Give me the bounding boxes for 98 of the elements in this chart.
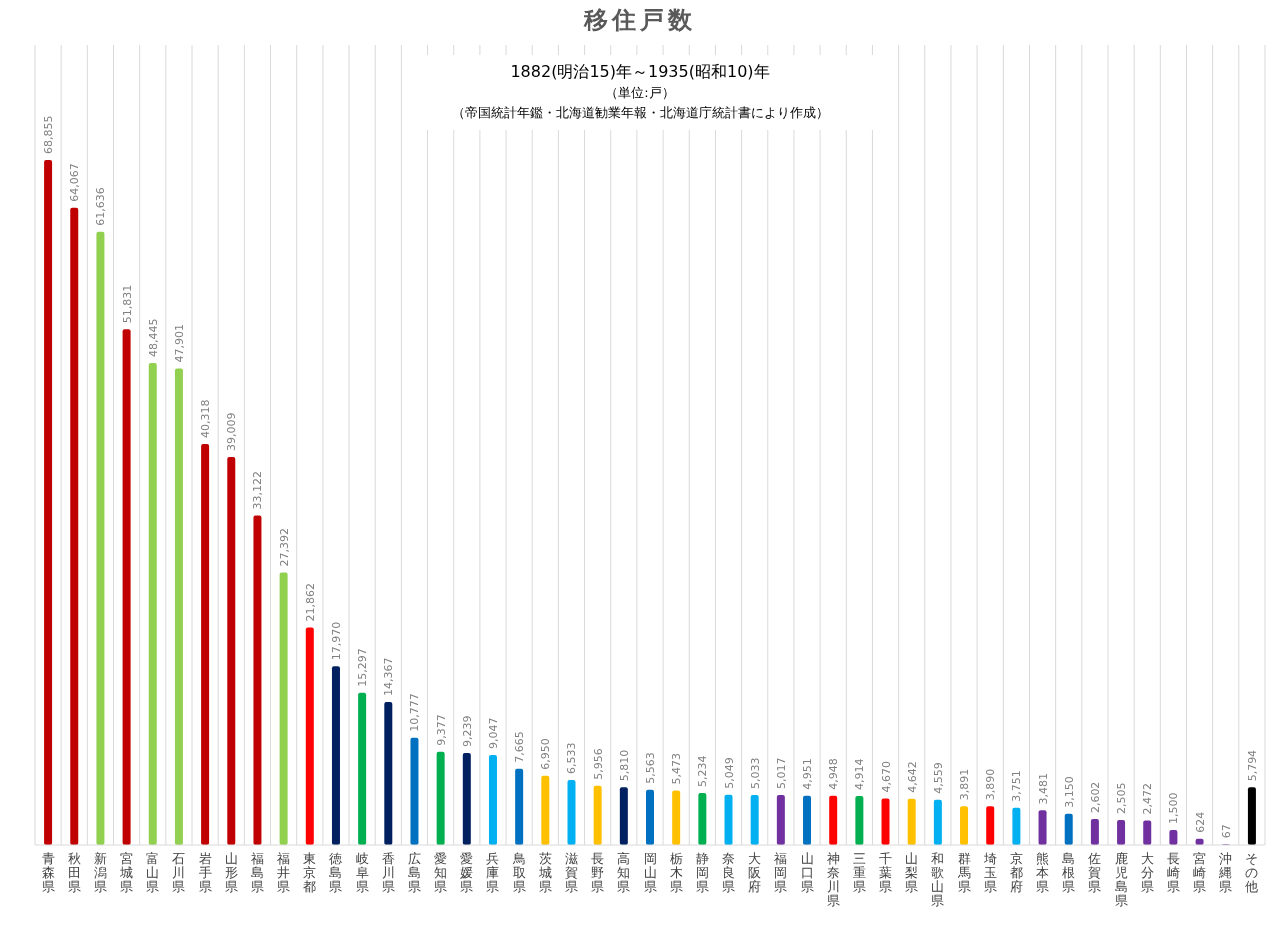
text: （帝国統計年鑑・北海道勧業年報・北海道庁統計書により作成） <box>451 105 829 120</box>
x-tick-label: 栃木県 <box>669 851 683 894</box>
data-label: 61,636 <box>94 187 108 226</box>
data-label: 9,239 <box>460 715 474 748</box>
x-tick-label: 宮崎県 <box>1193 851 1207 894</box>
x-tick-label: 兵庫県 <box>486 851 500 894</box>
x-tick-label: 和歌山県 <box>931 851 945 908</box>
x-tick-label: 青森県 <box>41 851 55 894</box>
data-label: 5,810 <box>617 749 631 782</box>
data-label: 1,500 <box>1167 792 1181 825</box>
data-label: 4,948 <box>827 758 841 790</box>
data-label: 3,150 <box>1062 776 1076 808</box>
x-tick-label: その他 <box>1245 851 1259 894</box>
x-tick-label: 高知県 <box>617 851 631 894</box>
x-tick-label: 沖縄県 <box>1218 851 1233 894</box>
x-tick-label: 奈良県 <box>722 851 736 894</box>
x-tick-label: 熊本県 <box>1036 851 1050 894</box>
data-label: 5,033 <box>748 757 762 789</box>
x-tick-label: 長崎県 <box>1166 851 1180 894</box>
data-label: 68,855 <box>42 115 56 154</box>
x-tick-label: 長野県 <box>591 851 605 894</box>
data-label: 17,970 <box>329 621 343 661</box>
data-label: 2,505 <box>1115 782 1129 815</box>
x-tick-label: 東京都 <box>303 851 317 894</box>
data-label: 10,777 <box>408 693 422 732</box>
data-label: 47,901 <box>172 323 186 363</box>
data-label: 4,642 <box>905 761 919 793</box>
x-tick-label: 三重県 <box>852 851 866 894</box>
x-tick-label: 埼玉県 <box>982 851 997 894</box>
x-tick-label: 滋賀県 <box>564 851 578 894</box>
data-label: 624 <box>1193 811 1207 833</box>
x-tick-label: 鳥取県 <box>511 851 526 894</box>
data-label: 40,318 <box>199 399 213 438</box>
data-label: 21,862 <box>303 583 317 622</box>
x-tick-label: 大分県 <box>1140 851 1154 894</box>
data-label: 51,831 <box>120 284 134 324</box>
x-tick-label: 佐賀県 <box>1088 851 1102 894</box>
x-tick-label: 福岡県 <box>774 851 788 894</box>
data-label: 6,533 <box>565 742 579 775</box>
x-tick-label: 石川県 <box>172 851 186 894</box>
data-label: 5,234 <box>696 755 710 787</box>
x-tick-label: 徳島県 <box>329 851 343 894</box>
x-tick-label: 茨城県 <box>537 851 552 894</box>
data-label: 3,891 <box>958 768 972 801</box>
data-label: 2,602 <box>1088 781 1102 814</box>
x-tick-label: 神奈川県 <box>826 851 840 908</box>
x-tick-label: 岩手県 <box>198 851 212 894</box>
x-tick-label: 福島県 <box>250 851 264 894</box>
data-label: 9,377 <box>434 714 448 746</box>
data-label: 15,297 <box>356 648 370 687</box>
x-tick-label: 山梨県 <box>905 851 919 894</box>
x-tick-label: 岡山県 <box>643 851 657 894</box>
text: （単位:戸） <box>605 85 675 100</box>
data-label: 2,472 <box>1141 782 1155 815</box>
data-label: 4,670 <box>879 761 893 793</box>
data-label: 3,890 <box>984 768 998 801</box>
data-label: 5,956 <box>591 748 605 780</box>
x-tick-label: 岐阜県 <box>355 851 369 894</box>
data-label: 4,914 <box>853 758 867 791</box>
data-label: 4,559 <box>931 762 945 794</box>
data-label: 67 <box>1219 824 1233 839</box>
x-tick-label: 島根県 <box>1062 851 1076 894</box>
data-label: 5,473 <box>670 753 684 785</box>
x-tick-label: 静岡県 <box>695 851 709 894</box>
data-label: 27,392 <box>277 527 291 567</box>
x-tick-label: 鹿児島県 <box>1114 851 1128 908</box>
data-label: 48,445 <box>146 318 160 358</box>
data-label: 9,047 <box>486 717 500 749</box>
x-tick-label: 愛知県 <box>434 851 448 894</box>
x-tick-label: 福井県 <box>277 851 291 894</box>
data-label: 3,751 <box>1010 770 1024 802</box>
x-tick-label: 香川県 <box>381 851 395 894</box>
x-tick-label: 秋田県 <box>67 851 81 894</box>
data-label: 33,122 <box>251 470 265 510</box>
x-tick-label: 愛媛県 <box>460 851 474 894</box>
x-tick-label: 宮城県 <box>119 851 134 894</box>
data-label: 5,017 <box>774 757 788 790</box>
x-tick-label: 大阪府 <box>748 851 762 894</box>
data-label: 7,665 <box>513 731 527 763</box>
x-tick-label: 山口県 <box>800 851 814 894</box>
data-label: 5,794 <box>1245 749 1259 782</box>
chart-subtitle: 1882(明治15)年～1935(昭和10)年 <box>510 62 770 81</box>
data-label: 6,950 <box>539 738 553 770</box>
data-label: 3,481 <box>1036 772 1050 805</box>
data-label: 5,563 <box>644 752 657 784</box>
x-tick-label: 山形県 <box>224 851 238 894</box>
data-label: 5,049 <box>722 757 736 789</box>
chart-title: 移住戸数 <box>583 6 696 34</box>
x-tick-label: 新潟県 <box>93 851 107 894</box>
x-tick-label: 富山県 <box>146 851 160 894</box>
data-label: 39,009 <box>225 412 239 451</box>
data-label: 64,067 <box>68 163 82 202</box>
x-tick-label: 千葉県 <box>879 851 893 894</box>
data-label: 14,367 <box>382 657 396 697</box>
data-label: 4,951 <box>801 758 815 790</box>
x-tick-label: 京都府 <box>1009 851 1023 894</box>
x-tick-label: 群馬県 <box>956 851 971 894</box>
x-tick-label: 広島県 <box>407 851 421 894</box>
